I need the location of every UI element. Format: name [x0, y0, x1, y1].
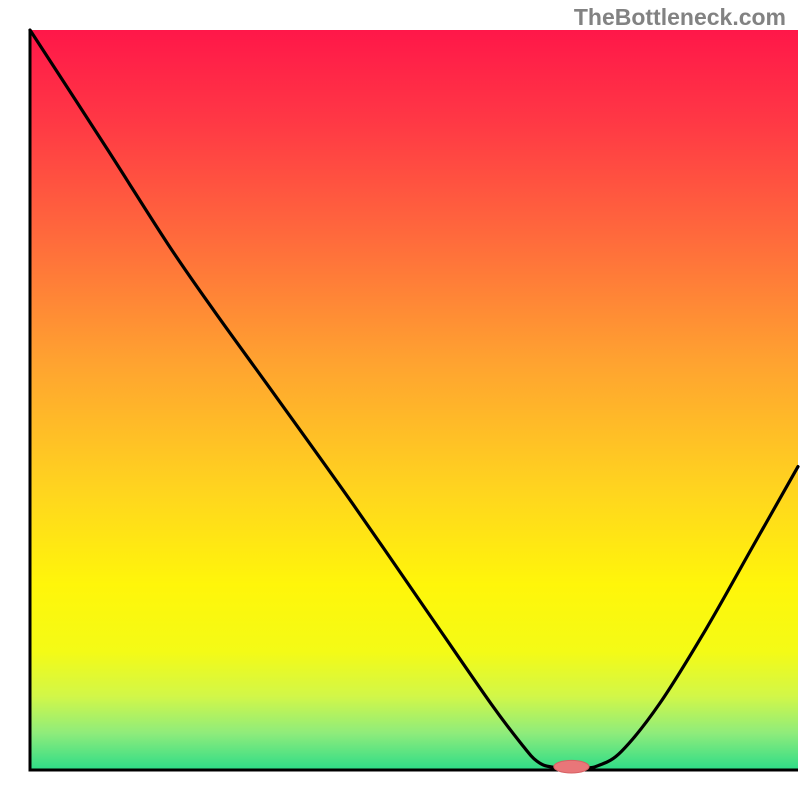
watermark-text: TheBottleneck.com — [574, 4, 786, 31]
gradient-background — [30, 30, 798, 770]
chart-svg — [0, 0, 800, 800]
optimal-marker — [554, 760, 589, 773]
bottleneck-chart: TheBottleneck.com — [0, 0, 800, 800]
